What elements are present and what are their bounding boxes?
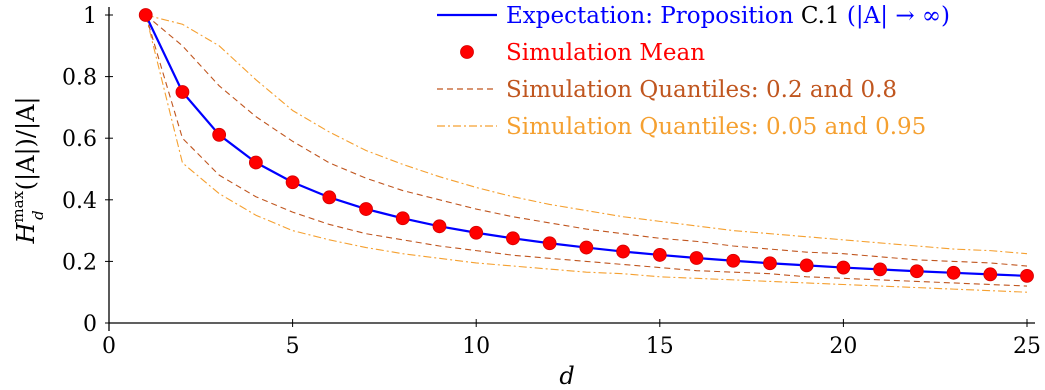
- legend-label-expectation: Expectation: Proposition C.1 (|A| → ∞): [506, 3, 950, 29]
- y-label-rest: (|A|)/|A|: [12, 96, 41, 190]
- mean-marker-d-16: [689, 251, 704, 265]
- mean-marker-d-11: [506, 231, 520, 246]
- y-tick-label: 0.6: [62, 127, 97, 152]
- x-tick-label: 0: [102, 334, 116, 359]
- x-axis-label: d: [559, 362, 574, 390]
- x-tick-label: 5: [286, 334, 300, 359]
- legend: Expectation: Proposition C.1 (|A| → ∞) S…: [437, 3, 950, 140]
- mean-marker-d-15: [652, 248, 667, 262]
- x-tick-label: 15: [646, 334, 674, 359]
- series-line-quantile-05-95-lower: [145, 14, 1028, 293]
- legend-label-quantile-05-95: Simulation Quantiles: 0.05 and 0.95: [506, 114, 926, 140]
- mean-marker-d-18: [763, 256, 777, 271]
- y-tick-label: 0.4: [62, 189, 97, 214]
- mean-marker-d-10: [469, 225, 484, 240]
- series-line-quantile-20-80-upper: [145, 14, 1028, 267]
- legend-label-mean: Simulation Mean: [506, 40, 705, 66]
- x-tick-label: 10: [462, 334, 490, 359]
- mean-marker-d-13: [579, 240, 594, 255]
- marker-layer: [138, 8, 1034, 283]
- y-label-base: H: [12, 222, 40, 245]
- mean-marker-d-6: [322, 190, 337, 205]
- y-tick-label: 0.8: [62, 66, 97, 91]
- series-line-quantile-05-95-upper: [145, 14, 1028, 255]
- mean-marker-d-19: [799, 258, 814, 273]
- mean-marker-d-1: [138, 8, 153, 22]
- legend-swatch-mean: [460, 45, 474, 59]
- mean-marker-d-20: [836, 260, 851, 275]
- y-tick-label: 0.2: [62, 250, 97, 275]
- legend-expectation-part-3: (|A| → ∞): [840, 3, 950, 29]
- mean-marker-d-2: [175, 85, 190, 99]
- x-ticks: 0 5 10 15 20 25: [102, 319, 1041, 359]
- x-tick-label: 20: [829, 334, 857, 359]
- x-tick-label: 25: [1013, 334, 1041, 359]
- y-tick-label: 0: [83, 312, 97, 337]
- mean-marker-d-12: [542, 236, 557, 251]
- mean-marker-d-22: [909, 264, 924, 279]
- mean-marker-d-23: [946, 265, 961, 280]
- mean-marker-d-17: [726, 253, 741, 268]
- mean-marker-d-21: [873, 262, 888, 277]
- mean-marker-d-8: [395, 211, 410, 226]
- mean-marker-d-5: [285, 175, 300, 190]
- mean-marker-d-14: [616, 244, 630, 259]
- legend-label-quantile-20-80: Simulation Quantiles: 0.2 and 0.8: [506, 77, 897, 103]
- mean-marker-d-7: [359, 202, 373, 216]
- y-label-superscript: max: [9, 190, 27, 222]
- mean-marker-d-3: [212, 127, 227, 142]
- mean-marker-d-25: [1020, 268, 1034, 283]
- y-tick-label: 1: [83, 4, 97, 29]
- series-line-quantile-20-80-lower: [145, 14, 1028, 287]
- y-ticks: 0 0.2 0.4 0.6 0.8 1: [62, 4, 113, 337]
- y-axis-label: Hmax d (|A|)/|A|: [9, 96, 47, 244]
- mean-marker-d-9: [432, 219, 447, 234]
- mean-marker-d-24: [983, 267, 998, 282]
- legend-expectation-part-1: Expectation: Proposition: [506, 3, 801, 29]
- legend-expectation-part-2: C.1: [801, 3, 840, 29]
- y-label-subscript: d: [29, 210, 47, 220]
- mean-marker-d-4: [248, 155, 263, 170]
